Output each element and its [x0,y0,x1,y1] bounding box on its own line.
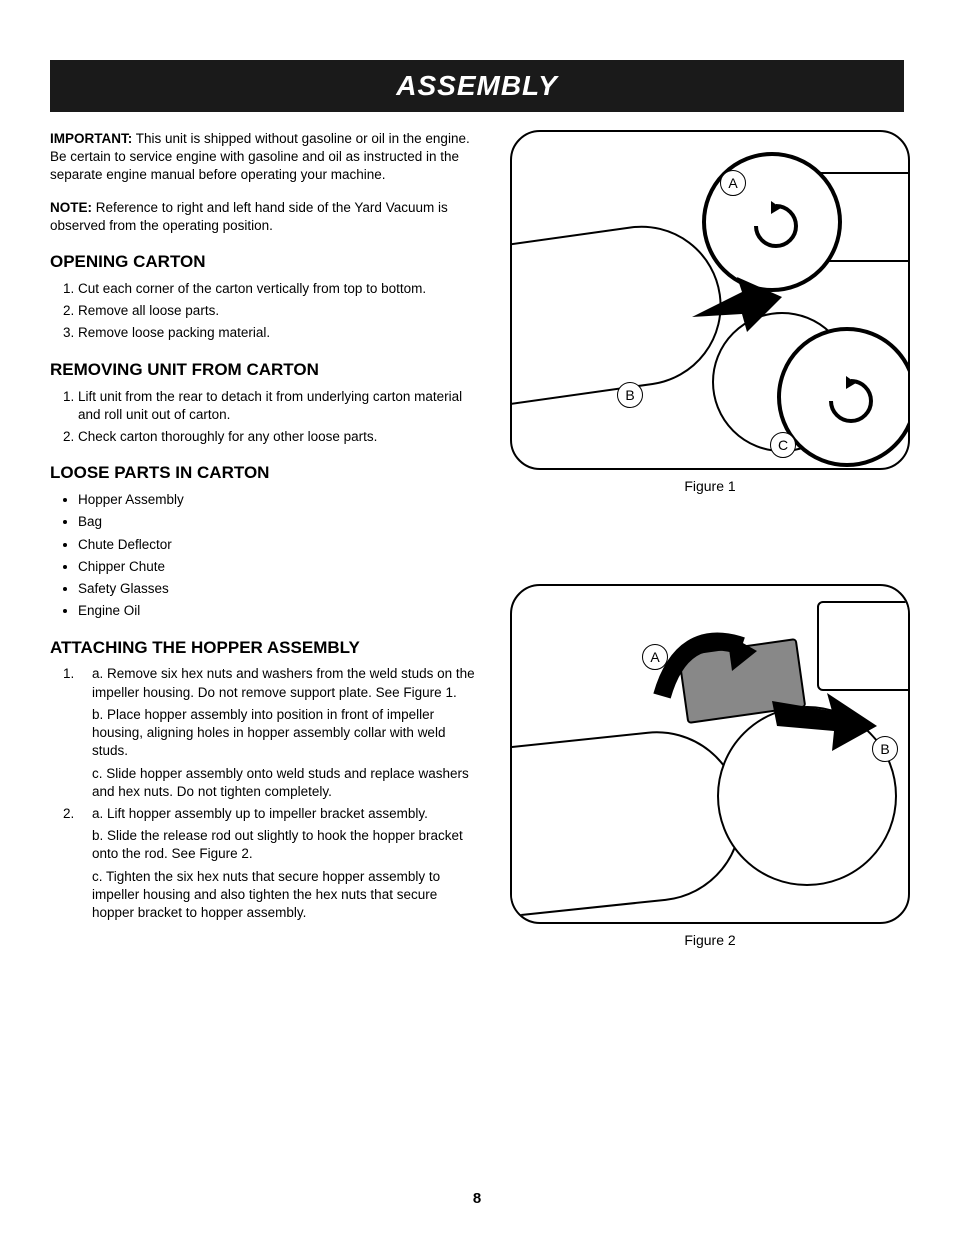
content-columns: IMPORTANT: This unit is shipped without … [50,130,904,948]
rotate-arrow-icon [746,196,806,256]
opening-carton-heading: OPENING CARTON [50,251,480,274]
list-item: Check carton thoroughly for any other lo… [78,428,480,446]
sublist-item: b. Place hopper assembly into position i… [92,706,480,761]
figure-2-caption: Figure 2 [510,932,910,948]
important-paragraph: IMPORTANT: This unit is shipped without … [50,130,480,185]
direction-arrow-icon [692,272,782,342]
sublist: a. Remove six hex nuts and washers from … [78,665,480,801]
list-item: Lift unit from the rear to detach it fro… [78,388,480,424]
sublist-item: a. Lift hopper assembly up to impeller b… [92,805,480,823]
right-column: A B C Figure 1 A B Figure 2 [510,130,910,948]
opening-carton-list: Cut each corner of the carton vertically… [50,280,480,343]
list-item: Engine Oil [78,602,480,620]
list-item: Hopper Assembly [78,491,480,509]
list-item: Safety Glasses [78,580,480,598]
hopper-shape [510,723,750,919]
figure-1-caption: Figure 1 [510,478,910,494]
loose-parts-list: Hopper Assembly Bag Chute Deflector Chip… [50,491,480,620]
figure-2-box: A B [510,584,910,924]
sublist-item: a. Remove six hex nuts and washers from … [92,665,480,701]
callout-b: B [872,736,898,762]
list-item: Bag [78,513,480,531]
sublist: a. Lift hopper assembly up to impeller b… [78,805,480,922]
list-item: Remove all loose parts. [78,302,480,320]
rotate-arrow-icon [821,371,881,431]
engine-shape [817,601,910,691]
loose-parts-heading: LOOSE PARTS IN CARTON [50,462,480,485]
list-item: Chipper Chute [78,558,480,576]
note-paragraph: NOTE: Reference to right and left hand s… [50,199,480,235]
figure-1-box: A B C [510,130,910,470]
assembly-header: ASSEMBLY [50,60,904,112]
sublist-item: c. Tighten the six hex nuts that secure … [92,868,480,923]
list-item: Chute Deflector [78,536,480,554]
sublist-item: b. Slide the release rod out slightly to… [92,827,480,863]
list-item: a. Remove six hex nuts and washers from … [78,665,480,801]
list-item: a. Lift hopper assembly up to impeller b… [78,805,480,922]
list-item: Remove loose packing material. [78,324,480,342]
callout-a: A [642,644,668,670]
detail-circle-c [777,327,910,467]
note-text: Reference to right and left hand side of… [50,200,448,233]
attaching-hopper-heading: ATTACHING THE HOPPER ASSEMBLY [50,637,480,660]
removing-unit-heading: REMOVING UNIT FROM CARTON [50,359,480,382]
callout-b: B [617,382,643,408]
list-item: Cut each corner of the carton vertically… [78,280,480,298]
callout-a: A [720,170,746,196]
removing-unit-list: Lift unit from the rear to detach it fro… [50,388,480,447]
important-label: IMPORTANT: [50,131,132,146]
note-label: NOTE: [50,200,92,215]
figure-spacer [510,494,910,584]
attaching-hopper-list: a. Remove six hex nuts and washers from … [50,665,480,922]
sublist-item: c. Slide hopper assembly onto weld studs… [92,765,480,801]
page-number: 8 [0,1190,954,1207]
callout-c: C [770,432,796,458]
left-column: IMPORTANT: This unit is shipped without … [50,130,480,948]
direction-arrow-icon [772,681,882,761]
